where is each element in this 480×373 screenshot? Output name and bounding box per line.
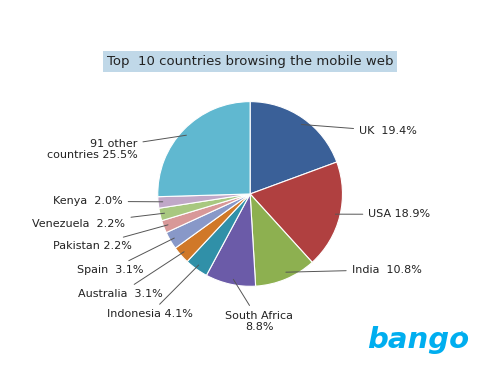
- Wedge shape: [187, 194, 250, 275]
- Text: Spain  3.1%: Spain 3.1%: [77, 238, 174, 275]
- Wedge shape: [206, 194, 255, 286]
- Wedge shape: [166, 194, 250, 248]
- Text: Indonesia 4.1%: Indonesia 4.1%: [107, 265, 198, 319]
- Text: India  10.8%: India 10.8%: [285, 265, 420, 275]
- Wedge shape: [157, 101, 250, 197]
- Wedge shape: [161, 194, 250, 233]
- Title: Top  10 countries browsing the mobile web: Top 10 countries browsing the mobile web: [107, 54, 393, 68]
- Text: ·: ·: [458, 326, 462, 339]
- Wedge shape: [250, 194, 312, 286]
- Text: Kenya  2.0%: Kenya 2.0%: [53, 196, 162, 206]
- Text: UK  19.4%: UK 19.4%: [301, 125, 416, 136]
- Wedge shape: [175, 194, 250, 261]
- Text: Australia  3.1%: Australia 3.1%: [77, 252, 184, 299]
- Wedge shape: [250, 162, 342, 262]
- Text: USA 18.9%: USA 18.9%: [335, 209, 430, 219]
- Wedge shape: [250, 101, 336, 194]
- Text: South Africa
8.8%: South Africa 8.8%: [225, 279, 293, 332]
- Text: Venezuela  2.2%: Venezuela 2.2%: [32, 213, 164, 229]
- Text: 91 other
countries 25.5%: 91 other countries 25.5%: [47, 135, 186, 160]
- Text: Pakistan 2.2%: Pakistan 2.2%: [53, 225, 168, 251]
- Text: bango: bango: [367, 326, 468, 354]
- Wedge shape: [157, 194, 250, 208]
- Wedge shape: [158, 194, 250, 221]
